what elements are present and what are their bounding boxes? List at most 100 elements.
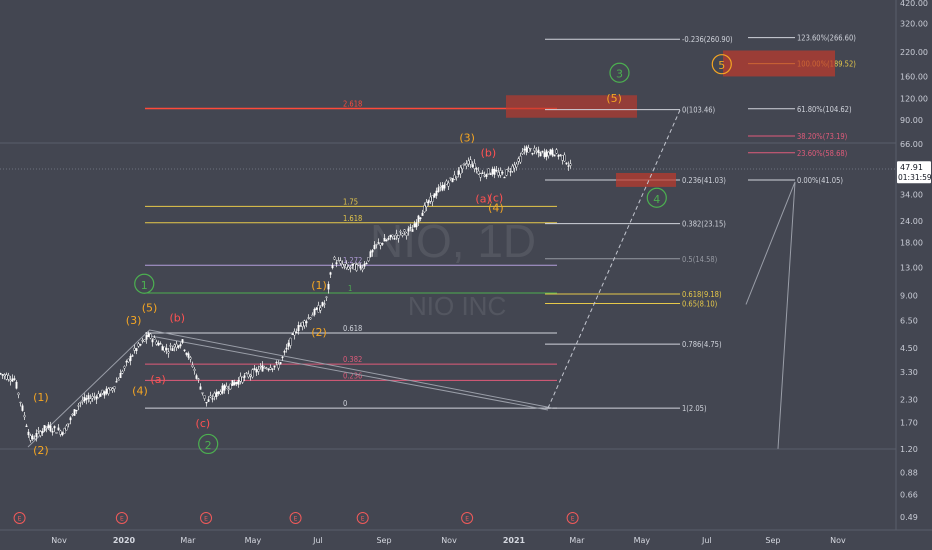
candle-body [11,378,14,382]
candle-body [495,170,498,172]
candle-body [25,425,28,427]
fib-level-label: 0.236 [343,371,362,380]
price-tick-label: 220.00 [900,48,928,57]
candle-body [251,369,254,378]
candle-body [337,260,340,262]
wave-label: (1) [311,279,327,292]
candle-body [317,305,320,313]
candle-body [13,378,16,380]
candle-body [301,321,304,327]
candle-body [183,349,186,351]
candle-body [443,184,446,189]
candle-body [231,380,234,386]
fib-extension-label: 61.80%(104.62) [797,105,852,114]
candle-body [341,263,344,268]
price-tick-label: 0.49 [900,513,918,522]
price-tick-label: 1.20 [900,445,918,454]
candle-body [483,175,486,177]
candle-body [95,396,98,400]
candle-body [235,381,238,384]
candle-body [453,174,456,180]
wave-circle-marker [609,62,630,83]
wave-label: (2) [311,326,327,339]
candle-body [509,171,512,173]
candle-body [141,340,144,342]
candle-body [163,346,166,352]
candle-body [543,152,546,157]
candle-body [531,153,534,155]
candle-body [541,150,544,153]
candle-body [179,344,182,347]
price-tick-label: 6.50 [900,316,918,325]
time-tick-label: May [634,536,651,545]
candle-body [29,435,32,441]
candle-body [505,169,508,176]
candle-body [517,158,520,162]
candle-body [367,257,370,262]
candle-body [555,149,558,154]
candle-body [325,296,328,298]
candle-body [89,398,92,402]
candle-body [169,345,172,347]
candle-body [335,262,338,265]
candle-body [375,243,378,246]
candle-body [177,345,180,348]
candle-body [223,384,226,391]
candle-body [411,229,414,232]
wave-circle-label: 2 [205,439,212,452]
candle-body [157,342,160,346]
candle-body [353,263,356,270]
candle-body [333,256,336,260]
candle-body [17,392,20,395]
fib-level-label: 1 [348,284,352,293]
candle-body [415,222,418,228]
candle-body [493,168,496,175]
candle-body [123,366,126,369]
candle-body [525,146,528,153]
candle-body [429,196,432,202]
time-tick-label: Nov [830,536,846,545]
price-tick-label: 420.00 [900,0,928,8]
candle-body [111,388,114,391]
candle-body [69,417,72,421]
candle-body [129,355,132,361]
candle-body [35,432,38,438]
candle-body [361,267,364,271]
candle-body [285,347,288,350]
candle-body [67,423,70,425]
candle-body [449,177,452,179]
candle-body [249,374,252,377]
candle-body [289,337,292,346]
candle-body [57,427,60,431]
fib-level-label: 1.618 [343,214,362,223]
candle-body [227,388,230,391]
candle-body [351,263,354,266]
candle-body [491,168,494,175]
candle-body [425,202,428,208]
candle-body [551,149,554,156]
candle-body [329,272,332,275]
candle-body [147,333,150,337]
price-axis-background [896,0,932,550]
price-tick-label: 120.00 [900,94,928,103]
fib-level-label: 2.618 [343,100,362,109]
fib-retrace-label: 0.786(4.75) [682,340,722,349]
earnings-marker [356,512,369,524]
candle-body [247,373,250,378]
price-tick-label: 34.00 [900,190,923,199]
watermark-ticker: NIO, 1D [370,215,536,267]
candle-body [215,391,218,397]
candle-body [219,391,222,395]
candle-body [239,376,242,382]
fib-extension-label: 0.00%(41.05) [797,176,843,185]
candle-body [79,401,82,404]
candle-body [269,367,272,370]
candle-body [241,376,244,383]
earnings-marker [566,512,579,524]
fib-level-label: 0.618 [343,324,362,333]
wave-label: (3) [126,314,142,327]
